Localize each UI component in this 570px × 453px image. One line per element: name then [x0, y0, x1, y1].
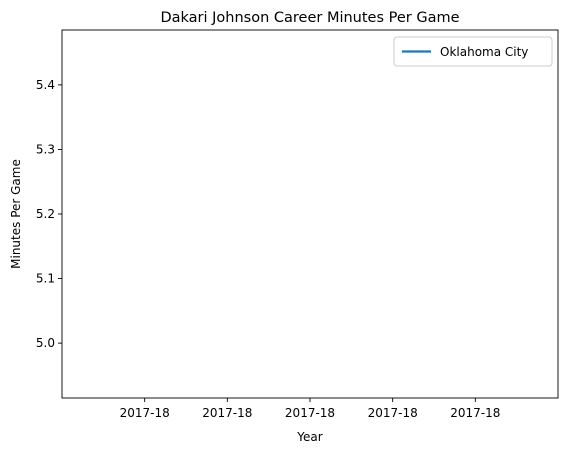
y-tick-label: 5.3 — [36, 142, 55, 156]
y-tick-label: 5.2 — [36, 207, 55, 221]
y-axis-label: Minutes Per Game — [9, 159, 23, 269]
legend: Oklahoma City — [393, 36, 553, 67]
x-axis: 2017-18 2017-18 2017-18 2017-18 2017-18 — [120, 398, 500, 420]
x-axis-label: Year — [296, 430, 322, 444]
legend-label-oklahoma-city: Oklahoma City — [440, 45, 528, 59]
x-tick-label: 2017-18 — [120, 406, 170, 420]
chart-title: Dakari Johnson Career Minutes Per Game — [160, 10, 459, 26]
plot-area — [61, 29, 559, 399]
x-tick-label: 2017-18 — [368, 406, 418, 420]
x-tick-label: 2017-18 — [450, 406, 500, 420]
legend-box — [393, 36, 553, 67]
y-tick-label: 5.0 — [36, 336, 55, 350]
x-tick-label: 2017-18 — [285, 406, 335, 420]
y-tick-label: 5.1 — [36, 272, 55, 286]
x-tick-label: 2017-18 — [202, 406, 252, 420]
y-axis: 5.0 5.1 5.2 5.3 5.4 — [36, 78, 62, 350]
y-tick-label: 5.4 — [36, 78, 55, 92]
